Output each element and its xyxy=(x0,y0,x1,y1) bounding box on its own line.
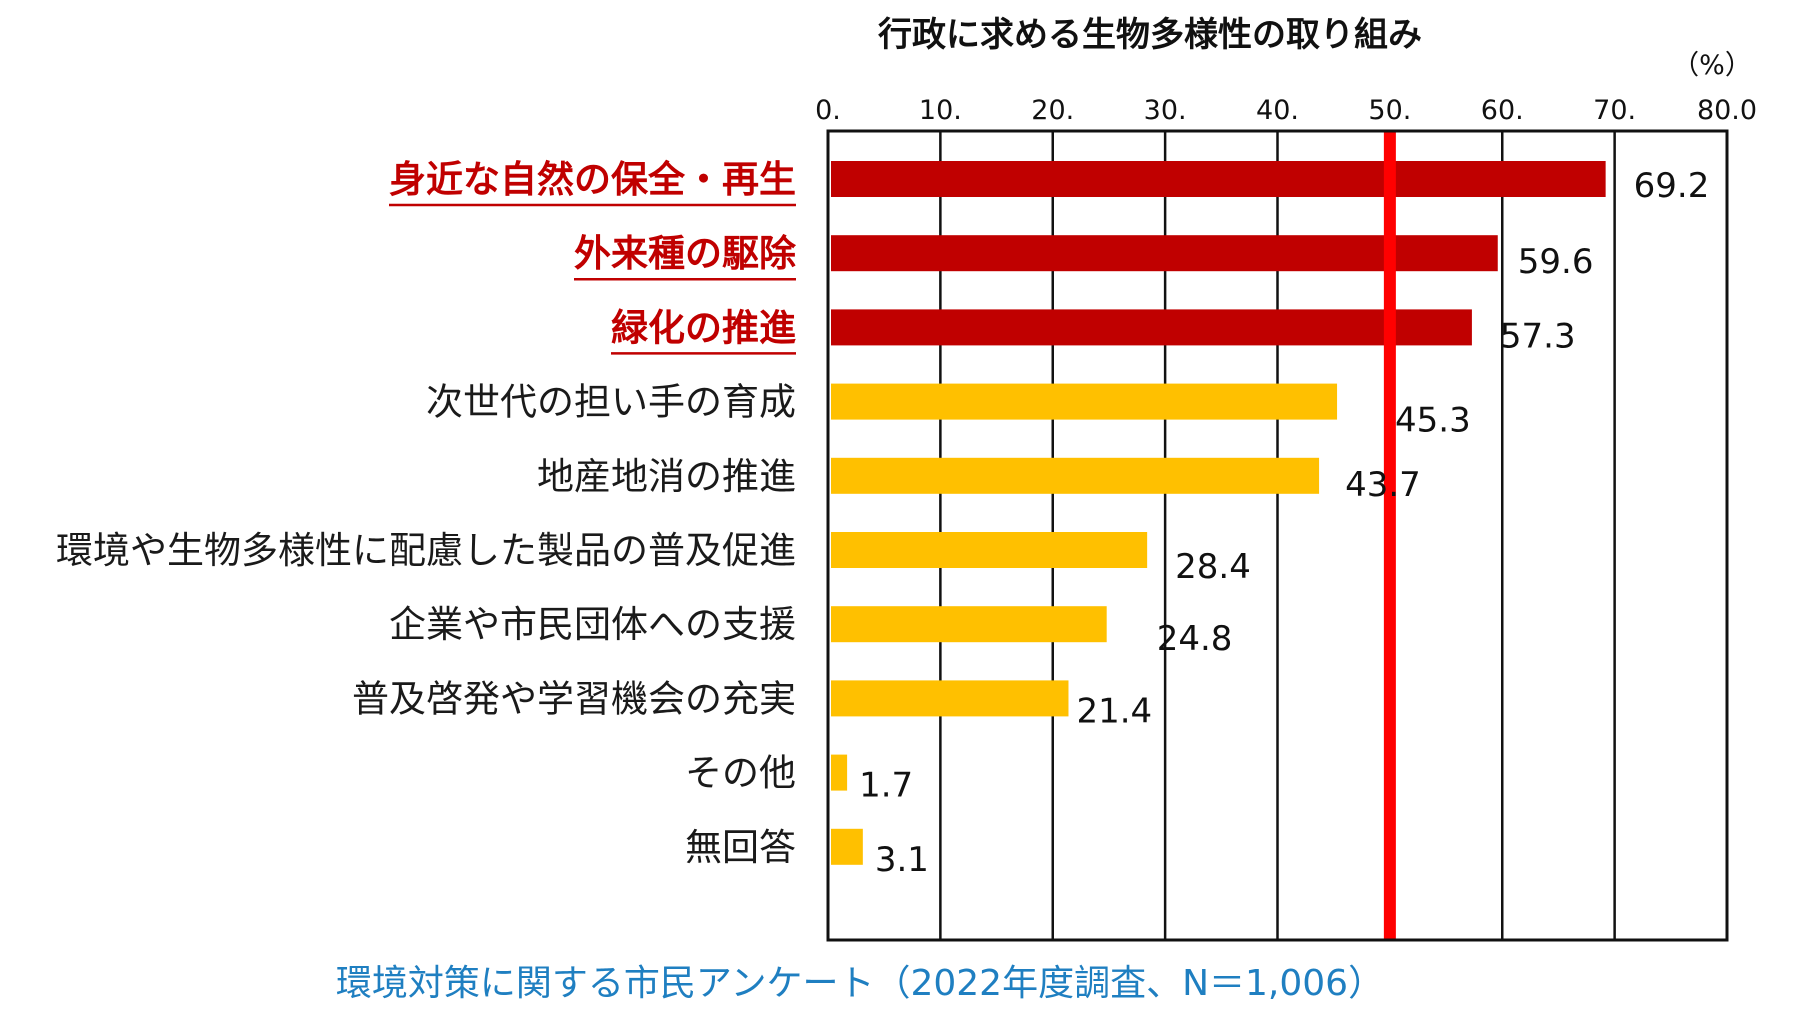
x-tick-label: 80.0 xyxy=(1697,95,1757,126)
category-labels: 身近な自然の保全・再生外来種の駆除緑化の推進次世代の担い手の育成地産地消の推進環… xyxy=(56,158,797,869)
category-label: 次世代の担い手の育成 xyxy=(426,381,796,424)
category-label: その他 xyxy=(685,752,796,795)
chart-title: 行政に求める生物多様性の取り組み xyxy=(878,15,1422,55)
unit-label: （%） xyxy=(1672,50,1752,81)
x-tick-labels: 0. 10. 20. 30. 40. 50. 60. 70. 80.0 xyxy=(815,95,1757,126)
category-label: 環境や生物多様性に配慮した製品の普及促進 xyxy=(56,529,796,572)
category-label: 地産地消の推進 xyxy=(537,455,796,498)
bar xyxy=(831,161,1606,197)
x-tick-label: 60. xyxy=(1481,95,1524,126)
value-label: 3.1 xyxy=(875,840,929,880)
bar xyxy=(831,680,1069,717)
value-label: 1.7 xyxy=(859,766,913,806)
value-label: 24.8 xyxy=(1157,619,1233,659)
plot-frame xyxy=(826,129,1729,942)
category-label: 無回答 xyxy=(685,826,796,869)
x-tick-label: 30. xyxy=(1144,95,1187,126)
bar xyxy=(831,532,1148,568)
value-label: 69.2 xyxy=(1634,166,1710,206)
value-label: 45.3 xyxy=(1395,401,1471,441)
survey-caption: 環境対策に関する市民アンケート（2022年度調査、N＝1,006） xyxy=(336,963,1384,1004)
category-label: 普及啓発や学習機会の充実 xyxy=(352,677,796,720)
x-tick-label: 40. xyxy=(1256,95,1299,126)
bar xyxy=(831,754,848,791)
x-tick-label: 70. xyxy=(1593,95,1636,126)
value-label: 59.6 xyxy=(1518,242,1594,282)
x-tick-label: 20. xyxy=(1031,95,1074,126)
x-tick-label: 0. xyxy=(815,95,841,126)
value-label: 43.7 xyxy=(1345,465,1421,505)
bar xyxy=(831,235,1498,272)
bar xyxy=(831,309,1472,346)
bar xyxy=(831,828,863,865)
x-tick-label: 50. xyxy=(1368,95,1411,126)
bar xyxy=(831,457,1320,494)
value-label: 21.4 xyxy=(1076,691,1152,731)
value-label: 57.3 xyxy=(1500,316,1576,356)
value-labels: 69.2 59.6 57.3 45.3 43.7 28.4 24.821.4 1.7 3.1 xyxy=(859,166,1709,880)
category-label: 外来種の駆除 xyxy=(574,232,797,275)
category-label: 身近な自然の保全・再生 xyxy=(389,158,796,201)
bars xyxy=(831,161,1606,865)
category-label: 緑化の推進 xyxy=(611,306,796,349)
x-tick-label: 10. xyxy=(919,95,962,126)
bar xyxy=(831,606,1107,643)
category-label: 企業や市民団体への支援 xyxy=(389,603,796,646)
bar xyxy=(831,383,1338,420)
value-label: 28.4 xyxy=(1175,547,1251,587)
